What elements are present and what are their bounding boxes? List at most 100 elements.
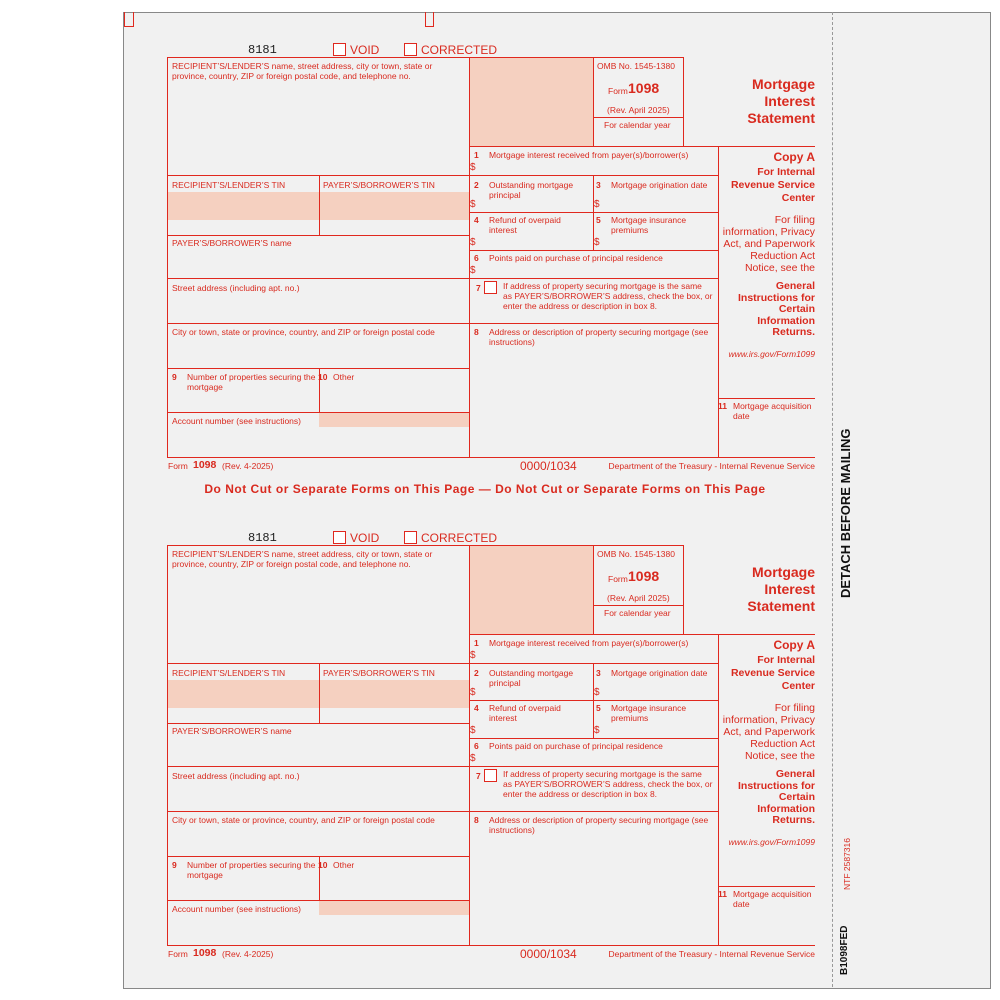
rule [167,811,718,812]
rule [469,545,470,945]
rule [593,605,683,606]
rule [319,175,320,235]
dollar-sign: $ [470,265,476,276]
corrected-label: CORRECTED [421,43,498,57]
box-label: Other [333,372,355,382]
rule [167,723,469,724]
label: PAYER’S/BORROWER’S TIN [323,668,435,678]
rule [718,634,719,945]
box-number: 1 [474,638,479,648]
rule [469,146,815,147]
rule [319,663,320,723]
separator-text: Do Not Cut or Separate Forms on This Pag… [204,482,766,496]
label: RECIPIENT’S/LENDER’S TIN [172,180,286,190]
box-label: Mortgage interest received from payer(s)… [489,638,689,648]
form-code: 8181 [248,531,277,545]
rule [469,634,815,635]
rule [469,57,470,457]
copy-title: Copy A [773,150,815,164]
label: RECIPIENT’S/LENDER’S name, street addres… [172,549,433,569]
rule [167,545,168,945]
box-number: 3 [596,668,601,678]
footer-form-number: 1098 [193,947,217,959]
rule [683,545,684,634]
box-label: Address or description of property secur… [489,815,709,835]
box-number: 2 [474,668,479,678]
form-title: Mortgage Interest Statement [747,564,815,614]
dollar-sign: $ [594,237,600,248]
rule [718,398,815,399]
dollar-sign: $ [470,162,476,173]
catalog-number: 0000/1034 [520,459,577,473]
copy-for: For Internal Revenue Service Center [730,166,815,204]
box-label: Number of properties securing the mortga… [187,372,316,392]
rule [167,766,718,767]
dollar-sign: $ [594,199,600,210]
box-label: Mortgage insurance premiums [611,215,687,235]
label: OMB No. 1545-1380 [597,61,675,71]
rule [167,412,469,413]
box-number: 2 [474,180,479,190]
label: Account number (see instructions) [172,904,301,914]
label: PAYER’S/BORROWER’S name [172,238,292,248]
shaded-field [470,546,593,634]
catalog-number: 0000/1034 [520,947,577,961]
label: OMB No. 1545-1380 [597,549,675,559]
box-label: Mortgage insurance premiums [611,703,687,723]
shaded-field [470,58,593,146]
box-label: Mortgage origination date [611,180,708,190]
sheet [123,12,991,989]
rule [167,57,168,457]
rule [167,368,469,369]
label: City or town, state or province, country… [172,815,435,825]
form-number: 1098 [628,568,660,584]
rule [593,545,594,634]
perforation [832,12,833,987]
label: Form [608,86,628,96]
copy-note: For filing information, Privacy Act, and… [722,214,815,274]
rule [469,738,718,739]
rule [167,57,683,58]
dollar-sign: $ [470,650,476,661]
corner-mark [425,12,434,27]
rule [167,545,683,546]
ntf-code: NTF 2587316 [842,838,852,890]
box-number: 10 [318,372,328,382]
url: www.irs.gov/Form1099 [728,349,815,359]
void-label: VOID [350,531,380,545]
box-label: Other [333,860,355,870]
rule [167,900,469,901]
box-number: 5 [596,703,601,713]
corrected-label: CORRECTED [421,531,498,545]
dollar-sign: $ [470,725,476,736]
box-number: 5 [596,215,601,225]
detach-text: DETACH BEFORE MAILING [838,428,853,598]
rule [167,278,718,279]
box-number: 7 [476,771,481,781]
label: Form [608,574,628,584]
box-label: Number of properties securing the mortga… [187,860,316,880]
footer-form: Form [168,949,188,959]
box-label: If address of property securing mortgage… [503,281,713,311]
rule [593,175,594,250]
box-number: 10 [318,860,328,870]
label: Street address (including apt. no.) [172,283,300,293]
rule [167,663,718,664]
copy-instructions: General Instructions for Certain Informa… [737,280,815,338]
box-number: 7 [476,283,481,293]
box-label: Refund of overpaid interest [489,703,561,723]
box-label: Points paid on purchase of principal res… [489,253,663,263]
box-number: 9 [172,860,177,870]
box-number: 8 [474,327,479,337]
rule [718,886,815,887]
rule [319,368,320,412]
label: (Rev. April 2025) [607,593,670,603]
rule [167,235,469,236]
shaded-field [319,901,469,915]
label: RECIPIENT’S/LENDER’S TIN [172,668,286,678]
rule [167,457,815,458]
footer-rev: (Rev. 4-2025) [222,461,274,471]
copy-for: For Internal Revenue Service Center [730,654,815,692]
dollar-sign: $ [470,753,476,764]
copy-instructions: General Instructions for Certain Informa… [737,768,815,826]
